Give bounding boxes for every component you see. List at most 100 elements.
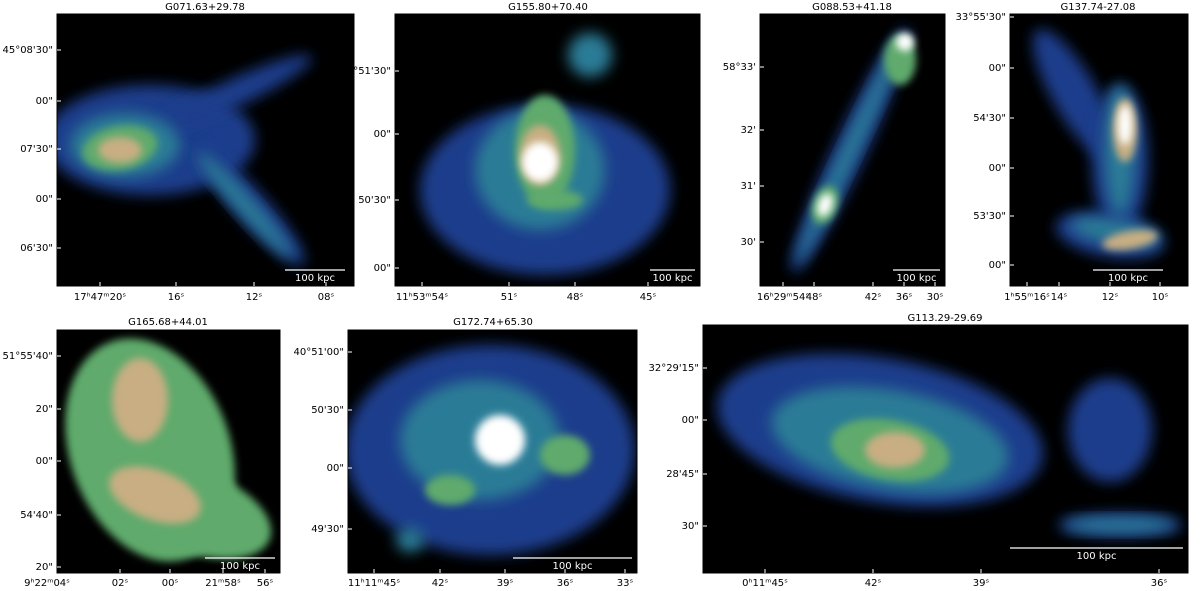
x-tick-label: 9ʰ22ᵐ04ˢ <box>24 578 70 589</box>
scale-label: 100 kpc <box>653 273 693 284</box>
x-tick-label: 56ˢ <box>257 578 274 589</box>
x-tick-label: 11ʰ53ᵐ54ˢ <box>396 292 448 303</box>
y-tick-label: 20" <box>36 404 53 415</box>
y-tick-label: 50'30" <box>358 195 391 206</box>
y-tick-label: 54'40" <box>20 510 53 521</box>
radio-image <box>1032 29 1165 259</box>
frame <box>702 324 1189 574</box>
emission <box>98 137 142 163</box>
emission <box>475 415 525 465</box>
x-tick-label: 36ˢ <box>557 578 574 589</box>
y-tick-label: 31' <box>741 181 756 192</box>
x-tick-label: 42ˢ <box>432 578 449 589</box>
x-tick-label: 00ˢ <box>162 578 179 589</box>
panel-title: G071.63+29.78 <box>165 2 245 13</box>
x-tick-label: 36ˢ <box>896 292 913 303</box>
y-tick-label: 40°51'00" <box>293 347 344 358</box>
panel: G155.80+70.40 42°51'30" 00" 50'30" 00" 11ʰ53ᵐ… <box>340 2 701 303</box>
y-tick-label: 00" <box>989 163 1006 174</box>
x-tick-label: 51ˢ <box>501 292 518 303</box>
y-tick-label: 32°29'15" <box>648 363 699 374</box>
emission <box>112 358 168 442</box>
y-tick-label: 45°08'30" <box>2 45 53 56</box>
frame <box>1009 13 1189 287</box>
x-tick-label: 02ˢ <box>112 578 129 589</box>
scale-label: 100 kpc <box>897 273 937 284</box>
emission <box>522 142 558 182</box>
y-tick-label: 20" <box>36 562 53 573</box>
x-tick-label: 48ˢ <box>567 292 584 303</box>
panel-title: G165.68+44.01 <box>128 317 208 328</box>
x-tick-label: 08ˢ <box>318 292 335 303</box>
panel: G172.74+65.30 40°51'00" 50'30" 00" 49'30" 11ʰ… <box>293 317 638 589</box>
y-tick-label: 00" <box>374 263 391 274</box>
emission <box>1065 518 1175 532</box>
emission <box>568 33 612 77</box>
emission <box>148 54 312 136</box>
panel-title: G113.29-29.69 <box>908 313 983 324</box>
panel-title: G088.53+41.18 <box>812 2 892 13</box>
x-tick-label: 16ʰ29ᵐ54ˢ <box>757 292 809 303</box>
frame <box>56 13 355 287</box>
x-tick-label: 36ˢ <box>1151 578 1168 589</box>
y-tick-label: 30" <box>682 521 699 532</box>
x-tick-label: 10ˢ <box>1152 292 1169 303</box>
x-tick-label: 30ˢ <box>927 292 944 303</box>
emission <box>865 432 925 468</box>
scale-label: 100 kpc <box>1108 273 1148 284</box>
emission <box>109 466 201 524</box>
radio-image <box>348 345 635 555</box>
emission <box>1118 105 1132 145</box>
x-tick-label: 0ʰ11ᵐ45ˢ <box>742 578 788 589</box>
x-tick-label: 14ˢ <box>1051 292 1068 303</box>
y-tick-label: 42°51'30" <box>340 66 391 77</box>
emission <box>396 528 424 552</box>
panel: G165.68+44.01 51°55'40" 20" 00" 54'40" 20" 9ʰ2… <box>2 317 281 589</box>
y-tick-label: 00" <box>682 415 699 426</box>
y-tick-label: 50'30" <box>311 405 344 416</box>
scale-label: 100 kpc <box>1077 551 1117 562</box>
x-tick-label: 11ʰ11ᵐ45ˢ <box>348 578 400 589</box>
y-tick-label: 00" <box>36 194 53 205</box>
x-tick-label: 12ˢ <box>1102 292 1119 303</box>
radio-image <box>65 338 272 562</box>
frame <box>56 329 281 574</box>
panel: G113.29-29.69 32°29'15" 00" 28'45" 30" 0ʰ11ᵐ4… <box>648 313 1189 589</box>
x-tick-label: 45ˢ <box>640 292 657 303</box>
y-tick-label: 53'30" <box>973 211 1006 222</box>
x-tick-label: 17ʰ47ᵐ20ˢ <box>74 292 126 303</box>
y-tick-label: 33°55'30" <box>955 12 1006 23</box>
y-tick-label: 58°33' <box>723 62 756 73</box>
x-tick-label: 48ˢ <box>806 292 823 303</box>
y-tick-label: 54'30" <box>973 113 1006 124</box>
y-tick-label: 00" <box>327 463 344 474</box>
frame <box>347 329 638 574</box>
scale-label: 100 kpc <box>295 273 335 284</box>
emission <box>527 190 583 210</box>
scale-label: 100 kpc <box>553 561 593 572</box>
frame <box>394 13 701 287</box>
x-tick-label: 16ˢ <box>168 292 185 303</box>
y-tick-label: 00" <box>989 260 1006 271</box>
radio-image <box>717 353 1182 537</box>
panel: G088.53+41.18 58°33' 32' 31' 30' 16ʰ29ᵐ54ˢ48ˢ… <box>723 2 946 303</box>
x-tick-label: 21ᵐ58ˢ <box>205 578 241 589</box>
emission <box>896 33 914 51</box>
x-tick-label: 39ˢ <box>497 578 514 589</box>
radio-image <box>420 33 670 275</box>
y-tick-label: 07'30" <box>20 144 53 155</box>
emission <box>1068 378 1152 482</box>
scale-label: 100 kpc <box>220 561 260 572</box>
y-tick-label: 49'30" <box>311 524 344 535</box>
y-tick-label: 32' <box>741 125 756 136</box>
frame <box>759 13 946 287</box>
y-tick-label: 00" <box>36 456 53 467</box>
x-tick-label: 1ʰ55ᵐ16ˢ <box>1004 292 1050 303</box>
y-tick-label: 28'45" <box>666 469 699 480</box>
panel: G071.63+29.78 45°08'30" 00" 07'30" 00" 06'30"… <box>2 2 355 303</box>
panel-title: G137.74-27.08 <box>1061 2 1136 13</box>
x-tick-label: 12ˢ <box>246 292 263 303</box>
panel-title: G155.80+70.40 <box>508 2 588 13</box>
panel-title: G172.74+65.30 <box>453 317 533 328</box>
